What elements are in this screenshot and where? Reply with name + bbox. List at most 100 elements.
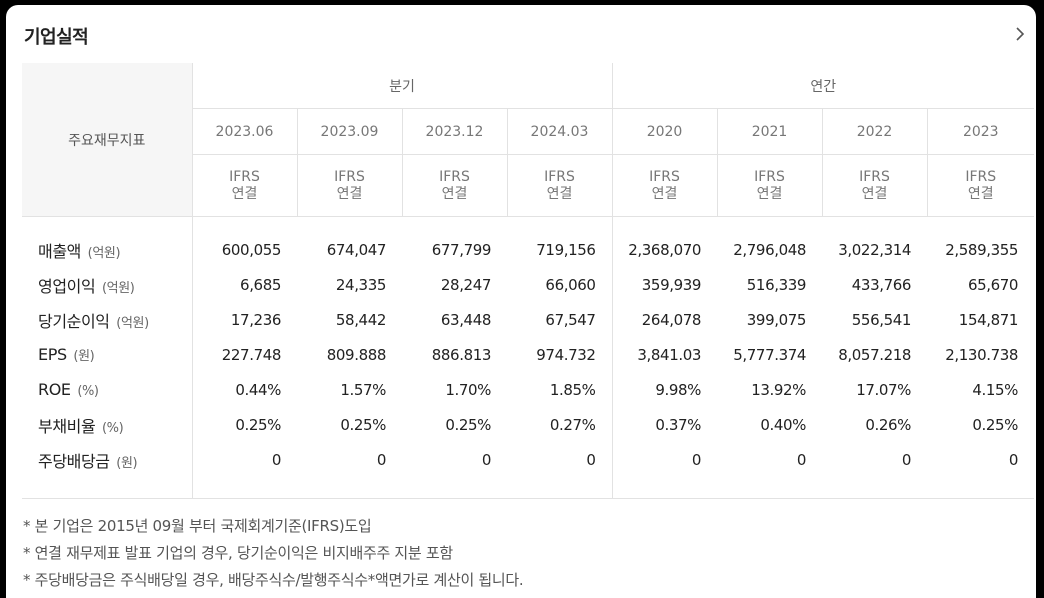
table-cell: 399,075 bbox=[746, 310, 807, 329]
table-cell: 0.26% bbox=[865, 415, 912, 434]
table-cell: 0 bbox=[796, 450, 807, 469]
table-cell: 809.888 bbox=[326, 345, 387, 364]
table-cell: 0 bbox=[271, 450, 282, 469]
table-cell: 0.37% bbox=[611, 407, 718, 442]
metric-name: 매출액 bbox=[38, 241, 81, 261]
metric-unit: (%) bbox=[101, 420, 124, 436]
table-cell: 3,841.03 bbox=[611, 337, 718, 372]
label-column-header: 주요재무지표 bbox=[22, 63, 193, 217]
basis-type: 연결 bbox=[336, 185, 363, 202]
table-cell: 6,685 bbox=[240, 275, 281, 294]
basis-header: IFRS 연결 bbox=[401, 154, 507, 217]
table-cell: 0 bbox=[376, 450, 387, 469]
footnotes: * 본 기업은 2015년 09월 부터 국제회계기준(IFRS)도입 * 연결… bbox=[23, 513, 524, 594]
table-cell: 677,799 bbox=[431, 240, 492, 259]
table-cell: 0 bbox=[901, 450, 912, 469]
basis-standard: IFRS bbox=[334, 168, 365, 185]
basis-standard: IFRS bbox=[754, 168, 785, 185]
table-cell: 24,335 bbox=[335, 275, 386, 294]
metric-unit: (억원) bbox=[116, 315, 149, 331]
table-cell: 9.98% bbox=[611, 372, 718, 407]
period-header: 2023.06 bbox=[192, 108, 297, 155]
table-cell: 0 bbox=[586, 450, 596, 469]
group-header-quarterly: 분기 bbox=[192, 63, 613, 109]
table-row: 매출액 (억원) 600,055 674,047 677,799 719,156 2,36… bbox=[22, 232, 1034, 267]
table-cell: 227.748 bbox=[221, 345, 282, 364]
period-header: 2021 bbox=[716, 108, 823, 155]
table-cell: 67,547 bbox=[545, 310, 596, 329]
row-label: 부채비율 (%) bbox=[22, 407, 193, 442]
basis-header: IFRS 연결 bbox=[926, 154, 1035, 217]
row-label: 영업이익 (억원) bbox=[22, 267, 193, 302]
table-cell: 1.57% bbox=[340, 380, 386, 399]
row-label: 주당배당금 (원) bbox=[22, 442, 193, 477]
basis-standard: IFRS bbox=[544, 168, 575, 185]
financial-table: 주요재무지표 분기 연간 2023.06 2023.09 2023.12 202… bbox=[22, 63, 1035, 499]
table-cell: 8,057.218 bbox=[838, 345, 912, 364]
metric-unit: (원) bbox=[73, 349, 95, 364]
basis-standard: IFRS bbox=[859, 168, 890, 185]
table-cell: 28,247 bbox=[440, 275, 491, 294]
period-header: 2023.12 bbox=[401, 108, 507, 155]
table-row: 당기순이익 (억원) 17,236 58,442 63,448 67,547 264,07… bbox=[22, 302, 1034, 337]
basis-header: IFRS 연결 bbox=[611, 154, 718, 217]
table-cell: 719,156 bbox=[536, 240, 596, 259]
table-row: 영업이익 (억원) 6,685 24,335 28,247 66,060 359,939 5… bbox=[22, 267, 1034, 302]
row-label: 당기순이익 (억원) bbox=[22, 302, 193, 337]
table-cell: 66,060 bbox=[545, 275, 596, 294]
table-cell: 264,078 bbox=[611, 302, 718, 337]
table-cell: 0.25% bbox=[445, 415, 491, 434]
section-title: 기업실적 bbox=[24, 27, 89, 48]
basis-type: 연결 bbox=[756, 185, 783, 202]
table-cell: 0.40% bbox=[760, 415, 807, 434]
period-header: 2024.03 bbox=[506, 108, 613, 155]
basis-type: 연결 bbox=[231, 185, 258, 202]
basis-header: IFRS 연결 bbox=[296, 154, 402, 217]
metric-name: 당기순이익 bbox=[38, 311, 110, 331]
table-cell: 0.44% bbox=[235, 380, 281, 399]
table-cell: 886.813 bbox=[431, 345, 492, 364]
table-cell: 3,022,314 bbox=[838, 240, 912, 259]
basis-type: 연결 bbox=[861, 185, 888, 202]
chevron-right-icon[interactable] bbox=[1012, 25, 1028, 43]
table-cell: 0.25% bbox=[972, 415, 1019, 434]
basis-header: IFRS 연결 bbox=[716, 154, 823, 217]
metric-unit: (억원) bbox=[101, 280, 135, 296]
table-cell: 0 bbox=[611, 442, 718, 477]
table-cell: 359,939 bbox=[611, 267, 718, 302]
period-header: 2023 bbox=[926, 108, 1035, 155]
period-header: 2023.09 bbox=[296, 108, 402, 155]
table-cell: 600,055 bbox=[221, 240, 282, 259]
table-cell: 974.732 bbox=[536, 345, 596, 364]
metric-name: ROE bbox=[38, 380, 71, 399]
table-cell: 0.25% bbox=[340, 415, 386, 434]
table-cell: 65,670 bbox=[967, 275, 1019, 294]
table-cell: 17,236 bbox=[230, 310, 281, 329]
row-label: 매출액 (억원) bbox=[22, 232, 193, 267]
table-cell: 2,368,070 bbox=[611, 232, 718, 267]
table-cell: 0.27% bbox=[549, 415, 596, 434]
table-cell: 63,448 bbox=[440, 310, 491, 329]
table-cell: 13.92% bbox=[751, 380, 807, 399]
basis-type: 연결 bbox=[441, 185, 468, 202]
table-cell: 556,541 bbox=[851, 310, 912, 329]
metric-name: 주당배당금 bbox=[38, 451, 110, 471]
row-label: ROE (%) bbox=[22, 372, 193, 407]
table-cell: 1.85% bbox=[549, 380, 596, 399]
footnote: * 주당배당금은 주식배당일 경우, 배당주식수/발행주식수*액면가로 계산이 … bbox=[23, 571, 524, 589]
metric-unit: (억원) bbox=[87, 245, 121, 261]
table-cell: 0 bbox=[1008, 450, 1019, 469]
spacer-row bbox=[22, 216, 1034, 232]
metric-name: 부채비율 bbox=[38, 416, 96, 436]
metric-unit: (%) bbox=[77, 384, 99, 399]
group-header-annual: 연간 bbox=[611, 63, 1035, 109]
basis-type: 연결 bbox=[546, 185, 573, 202]
period-header: 2020 bbox=[611, 108, 718, 155]
spacer-row bbox=[22, 477, 1035, 499]
table-cell: 516,339 bbox=[746, 275, 807, 294]
table-cell: 0 bbox=[481, 450, 492, 469]
table-cell: 5,777.374 bbox=[733, 345, 807, 364]
basis-type: 연결 bbox=[651, 185, 678, 202]
table-row: ROE (%) 0.44% 1.57% 1.70% 1.85% 9.98% 13.92% 17… bbox=[22, 372, 1034, 407]
footnote: * 본 기업은 2015년 09월 부터 국제회계기준(IFRS)도입 bbox=[23, 517, 372, 535]
